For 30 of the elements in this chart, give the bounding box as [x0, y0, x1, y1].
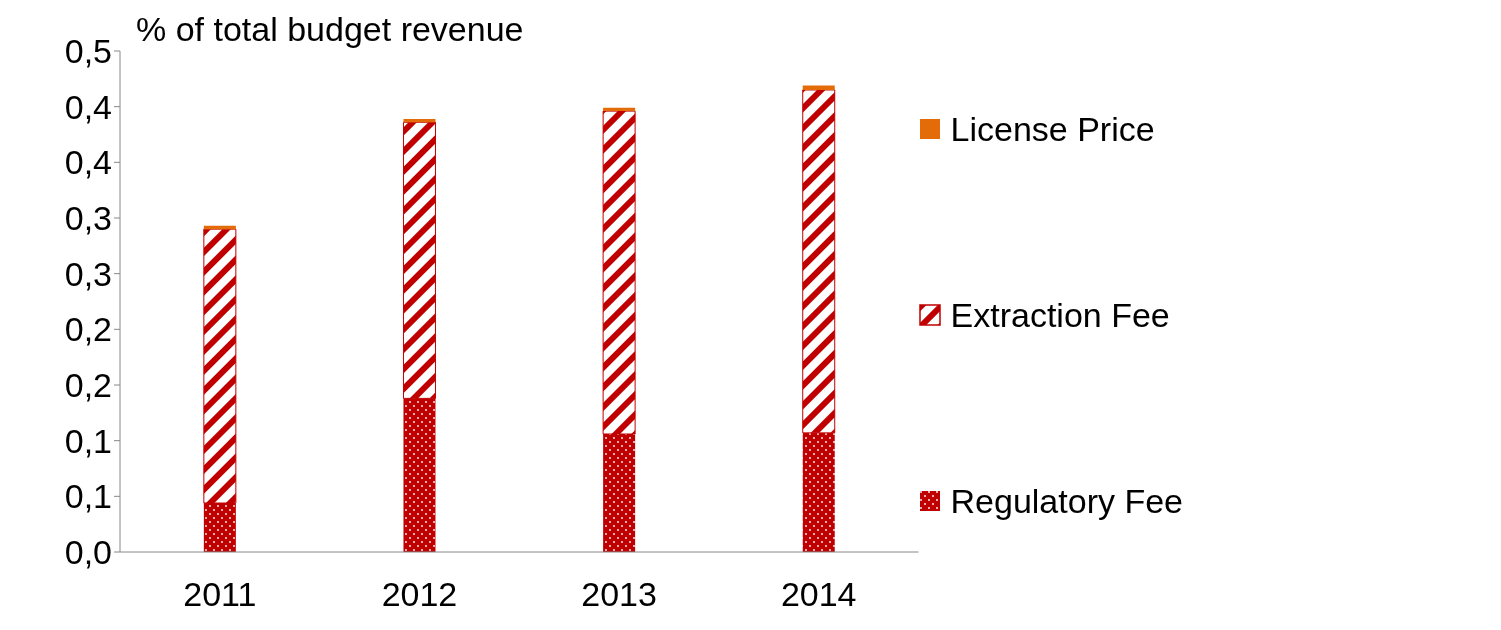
- x-tick-label: 2012: [381, 575, 458, 614]
- bar: [602, 110, 636, 435]
- bar: [403, 118, 436, 123]
- y-tick-label: 0,3: [64, 199, 112, 238]
- legend-label: Extraction Fee: [950, 295, 1170, 335]
- y-tick-label: 0,1: [64, 477, 112, 516]
- bar: [802, 85, 835, 90]
- y-tick-label: 0,4: [64, 87, 112, 126]
- x-tick-label: 2014: [780, 575, 857, 614]
- bar: [802, 432, 835, 552]
- y-tick-label: 0,2: [64, 310, 112, 349]
- legend-label: Regulatory Fee: [950, 481, 1183, 521]
- y-tick-label: 0,0: [64, 533, 112, 572]
- y-tick-label: 0,4: [64, 143, 112, 182]
- bar: [802, 89, 836, 434]
- bar: [203, 225, 236, 230]
- bar: [403, 398, 436, 552]
- bar: [402, 121, 436, 399]
- bar: [603, 433, 636, 552]
- legend-label: License Price: [950, 109, 1155, 149]
- y-tick-label: 0,3: [64, 254, 112, 293]
- y-tick-label: 0,5: [64, 32, 112, 71]
- y-tick-label: 0,1: [64, 421, 112, 460]
- x-tick-label: 2013: [581, 575, 657, 614]
- bar: [603, 107, 636, 112]
- y-tick-label: 0,2: [64, 366, 112, 405]
- bar: [203, 503, 236, 552]
- x-tick-label: 2011: [183, 575, 257, 614]
- chart-title: % of total budget revenue: [136, 10, 524, 49]
- bar: [203, 228, 237, 504]
